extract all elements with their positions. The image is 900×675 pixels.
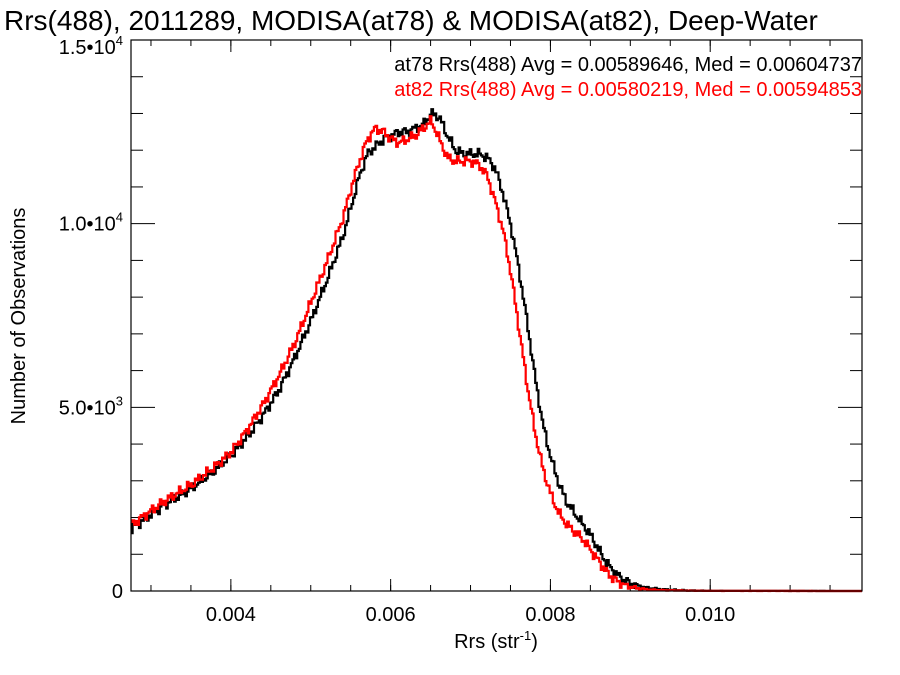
chart-title: Rrs(488), 2011289, MODISA(at78) & MODISA… bbox=[4, 5, 818, 36]
series-line-1 bbox=[131, 115, 862, 593]
y-tick-label-3: 1.5•104 bbox=[59, 33, 123, 59]
series-line-0 bbox=[131, 108, 862, 593]
y-tick-labels: 0 5.0•103 1.0•104 1.5•104 bbox=[59, 33, 123, 603]
x-tick-labels: 0.004 0.006 0.008 0.010 bbox=[206, 604, 735, 626]
y-tick-label-2: 1.0•104 bbox=[59, 210, 123, 236]
y-tick-label-0: 0 bbox=[112, 581, 123, 603]
x-tick-label-0: 0.004 bbox=[206, 604, 256, 626]
x-tick-label-1: 0.006 bbox=[366, 604, 416, 626]
x-tick-label-2: 0.008 bbox=[525, 604, 575, 626]
stat-annotations: at78 Rrs(488) Avg = 0.00589646, Med = 0.… bbox=[394, 54, 862, 101]
y-tick-label-1: 5.0•103 bbox=[59, 393, 123, 419]
plot-frame bbox=[130, 39, 863, 592]
axis-ticks bbox=[131, 39, 862, 592]
series-layer bbox=[131, 108, 862, 593]
x-axis-label: Rrs (str-1) bbox=[454, 628, 538, 653]
y-axis-label: Number of Observations bbox=[8, 208, 30, 425]
x-tick-label-3: 0.010 bbox=[685, 604, 735, 626]
stat-annotation-1: at82 Rrs(488) Avg = 0.00580219, Med = 0.… bbox=[394, 79, 862, 101]
stat-annotation-0: at78 Rrs(488) Avg = 0.00589646, Med = 0.… bbox=[394, 54, 862, 76]
